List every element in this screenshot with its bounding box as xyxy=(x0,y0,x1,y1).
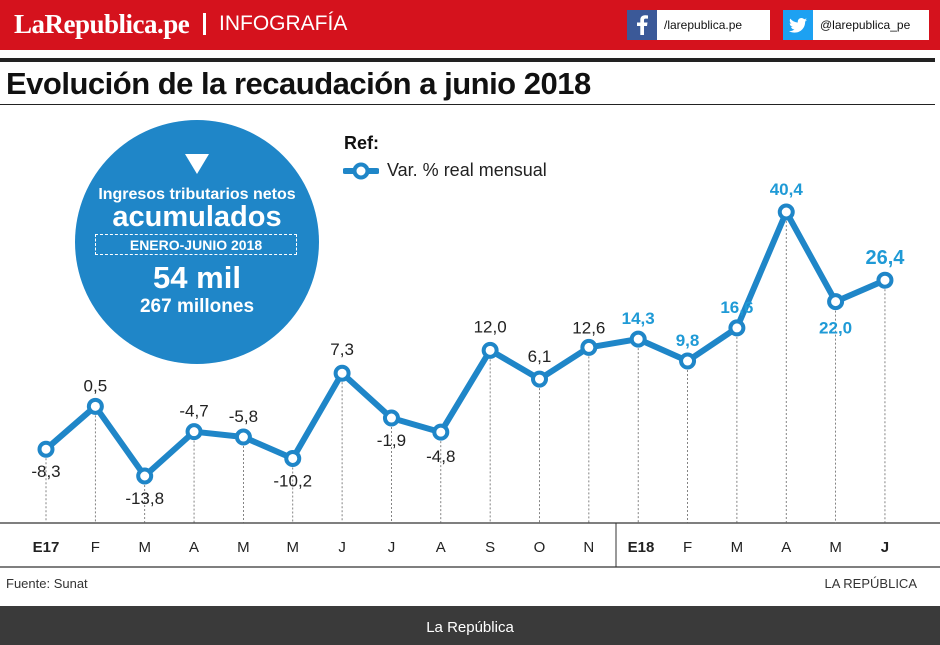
data-label: 14,3 xyxy=(622,309,655,328)
data-point xyxy=(382,409,400,427)
info-period: ENERO-JUNIO 2018 xyxy=(95,234,297,255)
x-tick-label: M xyxy=(829,539,842,556)
data-label: 12,6 xyxy=(572,318,605,337)
data-point xyxy=(728,319,746,337)
bottom-bar: La República xyxy=(0,606,940,645)
x-tick-label: J xyxy=(881,539,889,556)
x-tick-label: O xyxy=(534,539,546,556)
data-point xyxy=(333,364,351,382)
data-point xyxy=(679,352,697,370)
data-label: -10,2 xyxy=(273,471,312,490)
data-point xyxy=(37,440,55,458)
info-line-1: Ingresos tributarios netos xyxy=(98,186,296,203)
series-line xyxy=(43,209,888,479)
data-point xyxy=(284,449,302,467)
facebook-link[interactable]: /larepublica.pe xyxy=(627,10,770,40)
data-point xyxy=(777,203,795,221)
info-amount: 54 mil xyxy=(153,260,241,295)
legend-series-label: Var. % real mensual xyxy=(387,160,547,180)
x-tick-label: E18 xyxy=(628,539,655,556)
data-label: -5,8 xyxy=(229,407,258,426)
twitter-icon xyxy=(783,10,813,40)
data-label: 6,1 xyxy=(528,347,552,366)
x-tick-label: J xyxy=(388,539,396,556)
data-point xyxy=(432,423,450,441)
data-label: 16,6 xyxy=(720,298,753,317)
twitter-handle: @larepublica_pe xyxy=(820,18,911,32)
data-point xyxy=(827,293,845,311)
data-point xyxy=(531,370,548,388)
data-label: 26,4 xyxy=(865,247,905,269)
source-note: Fuente: Sunat xyxy=(6,576,88,591)
info-line-2: acumulados xyxy=(112,201,282,233)
legend-ref-label: Ref: xyxy=(344,133,379,153)
x-tick-label: M xyxy=(237,539,250,556)
data-point xyxy=(580,338,598,356)
data-label: -8,3 xyxy=(31,462,60,481)
data-point xyxy=(481,341,499,359)
data-label: -1,9 xyxy=(377,431,406,450)
data-label: 0,5 xyxy=(84,376,108,395)
x-tick-label: A xyxy=(189,539,199,556)
page-title: Evolución de la recaudación a junio 2018 xyxy=(6,66,591,101)
x-tick-label: M xyxy=(287,539,300,556)
data-point xyxy=(86,397,104,415)
data-label: 9,8 xyxy=(676,331,700,350)
data-point xyxy=(136,467,154,485)
title-rule xyxy=(0,104,935,105)
legend-line-marker-icon xyxy=(343,162,379,179)
credit-note: LA REPÚBLICA xyxy=(824,576,918,591)
data-label: 7,3 xyxy=(330,340,354,359)
data-label: 22,0 xyxy=(819,319,852,338)
data-point xyxy=(876,271,894,289)
x-tick-label: E17 xyxy=(33,539,60,556)
top-rule xyxy=(0,58,935,62)
x-tick-label: A xyxy=(436,539,446,556)
info-amount-sub: 267 millones xyxy=(139,296,255,317)
data-label: -4,8 xyxy=(426,447,455,466)
data-point xyxy=(185,423,203,441)
data-point xyxy=(629,330,647,348)
down-triangle-icon xyxy=(185,154,209,174)
data-label: -4,7 xyxy=(179,402,208,421)
x-tick-label: A xyxy=(781,539,791,556)
data-label: -13,8 xyxy=(125,489,164,508)
data-label: 40,4 xyxy=(770,180,804,199)
x-tick-label: J xyxy=(338,539,346,556)
facebook-handle: /larepublica.pe xyxy=(664,18,743,32)
bottom-bar-label: La República xyxy=(426,619,514,636)
info-circle: Ingresos tributarios netos acumulados EN… xyxy=(75,120,319,364)
data-label: 12,0 xyxy=(474,317,507,336)
header-bar: LaRepublica.pe INFOGRAFÍA /larepublica.p… xyxy=(0,0,940,50)
x-tick-label: S xyxy=(485,539,495,556)
twitter-link[interactable]: @larepublica_pe xyxy=(783,10,929,40)
line-chart: -8,3 0,5 -13,8 -4,7 -5,8 -10,2 7,3 -1,9 -4,8 12,0… xyxy=(0,180,940,568)
x-tick-label: F xyxy=(91,539,100,556)
x-tick-label: M xyxy=(138,539,151,556)
x-tick-label: N xyxy=(583,539,594,556)
section-label: INFOGRAFÍA xyxy=(219,12,348,35)
brand-divider xyxy=(203,13,206,35)
brand-logo[interactable]: LaRepublica.pe xyxy=(14,9,190,39)
chart-legend: Var. % real mensual xyxy=(343,160,547,181)
x-tick-label: F xyxy=(683,539,692,556)
data-point xyxy=(234,428,252,446)
x-tick-label: M xyxy=(731,539,744,556)
facebook-icon xyxy=(627,10,657,40)
